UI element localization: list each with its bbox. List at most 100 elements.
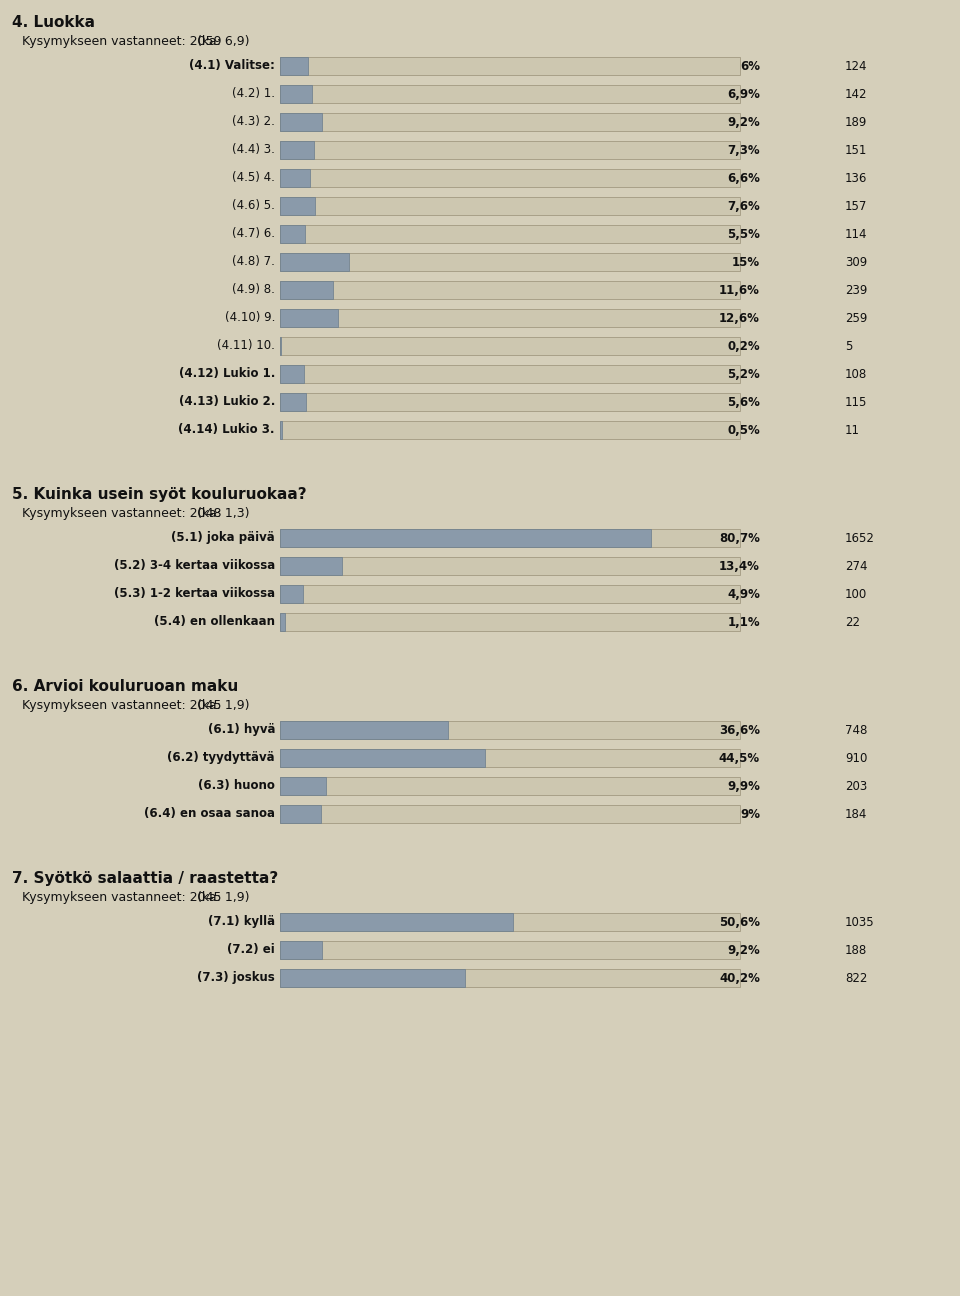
Text: (ka: 1,9): (ka: 1,9) <box>197 699 250 712</box>
Bar <box>280 86 740 102</box>
Bar <box>280 113 323 131</box>
Bar <box>280 912 513 931</box>
Text: 11: 11 <box>845 424 860 437</box>
Text: 6,6%: 6,6% <box>727 171 760 184</box>
Text: 203: 203 <box>845 779 867 792</box>
Text: Kysymykseen vastanneet: 2059: Kysymykseen vastanneet: 2059 <box>22 35 222 48</box>
Text: (5.3) 1-2 kertaa viikossa: (5.3) 1-2 kertaa viikossa <box>114 587 275 600</box>
Bar <box>280 308 338 327</box>
Text: (ka: 1,9): (ka: 1,9) <box>197 892 250 905</box>
Text: 36,6%: 36,6% <box>719 723 760 736</box>
Text: 13,4%: 13,4% <box>719 560 760 573</box>
Bar <box>280 941 323 959</box>
Bar <box>280 281 740 299</box>
Text: (7.3) joskus: (7.3) joskus <box>197 972 275 985</box>
Text: 5. Kuinka usein syöt kouluruokaa?: 5. Kuinka usein syöt kouluruokaa? <box>12 487 306 502</box>
Text: 9,2%: 9,2% <box>728 115 760 128</box>
Text: 7. Syötkö salaattia / raastetta?: 7. Syötkö salaattia / raastetta? <box>12 871 278 886</box>
Text: (4.11) 10.: (4.11) 10. <box>217 340 275 353</box>
Bar <box>280 749 485 767</box>
Bar <box>280 969 465 988</box>
Text: 6%: 6% <box>740 60 760 73</box>
Text: (4.2) 1.: (4.2) 1. <box>232 88 275 101</box>
Text: 108: 108 <box>845 368 867 381</box>
Bar <box>280 308 740 327</box>
Text: 114: 114 <box>845 228 868 241</box>
Text: 115: 115 <box>845 395 868 408</box>
Text: 142: 142 <box>845 88 868 101</box>
Bar <box>280 778 740 794</box>
Bar <box>280 253 349 271</box>
Text: (6.3) huono: (6.3) huono <box>198 779 275 792</box>
Bar <box>280 365 740 384</box>
Bar <box>280 721 740 739</box>
Text: (4.10) 9.: (4.10) 9. <box>225 311 275 324</box>
Text: 80,7%: 80,7% <box>719 531 760 544</box>
Text: 5: 5 <box>845 340 852 353</box>
Bar <box>280 86 312 102</box>
Bar <box>280 969 740 988</box>
Text: 5,5%: 5,5% <box>727 228 760 241</box>
Text: 309: 309 <box>845 255 867 268</box>
Text: 0,2%: 0,2% <box>728 340 760 353</box>
Bar <box>280 529 651 547</box>
Bar <box>280 805 322 823</box>
Text: (5.1) joka päivä: (5.1) joka päivä <box>171 531 275 544</box>
Text: (4.5) 4.: (4.5) 4. <box>232 171 275 184</box>
Bar <box>280 421 740 439</box>
Bar <box>280 721 448 739</box>
Text: (4.8) 7.: (4.8) 7. <box>232 255 275 268</box>
Text: 9,2%: 9,2% <box>728 943 760 956</box>
Bar <box>280 168 740 187</box>
Bar <box>280 529 740 547</box>
Text: (4.13) Lukio 2.: (4.13) Lukio 2. <box>179 395 275 408</box>
Text: 9,9%: 9,9% <box>727 779 760 792</box>
Text: 157: 157 <box>845 200 868 213</box>
Bar <box>280 57 307 75</box>
Text: 0,5%: 0,5% <box>728 424 760 437</box>
Text: 7,3%: 7,3% <box>728 144 760 157</box>
Bar <box>280 393 740 411</box>
Text: (4.1) Valitse:: (4.1) Valitse: <box>189 60 275 73</box>
Text: 1652: 1652 <box>845 531 875 544</box>
Text: 188: 188 <box>845 943 867 956</box>
Text: 9%: 9% <box>740 807 760 820</box>
Bar <box>280 168 310 187</box>
Text: Kysymykseen vastanneet: 2048: Kysymykseen vastanneet: 2048 <box>22 507 222 520</box>
Text: 50,6%: 50,6% <box>719 915 760 928</box>
Text: 748: 748 <box>845 723 868 736</box>
Bar <box>280 57 740 75</box>
Text: 1,1%: 1,1% <box>728 616 760 629</box>
Bar <box>280 613 285 631</box>
Bar <box>280 421 282 439</box>
Text: 40,2%: 40,2% <box>719 972 760 985</box>
Text: (4.4) 3.: (4.4) 3. <box>232 144 275 157</box>
Text: 4,9%: 4,9% <box>727 587 760 600</box>
Text: 7,6%: 7,6% <box>728 200 760 213</box>
Text: 15%: 15% <box>732 255 760 268</box>
Bar <box>280 226 305 244</box>
Text: 12,6%: 12,6% <box>719 311 760 324</box>
Bar <box>280 393 305 411</box>
Text: (7.2) ei: (7.2) ei <box>228 943 275 956</box>
Text: (4.9) 8.: (4.9) 8. <box>232 284 275 297</box>
Text: (4.3) 2.: (4.3) 2. <box>232 115 275 128</box>
Bar <box>280 253 740 271</box>
Text: 4. Luokka: 4. Luokka <box>12 16 95 30</box>
Text: (ka: 1,3): (ka: 1,3) <box>197 507 250 520</box>
Text: (4.7) 6.: (4.7) 6. <box>232 228 275 241</box>
Bar <box>280 197 740 215</box>
Text: 910: 910 <box>845 752 868 765</box>
Text: 184: 184 <box>845 807 868 820</box>
Text: 1035: 1035 <box>845 915 875 928</box>
Text: (4.14) Lukio 3.: (4.14) Lukio 3. <box>179 424 275 437</box>
Text: (5.4) en ollenkaan: (5.4) en ollenkaan <box>154 616 275 629</box>
Bar <box>280 141 314 159</box>
Bar <box>280 584 740 603</box>
Bar <box>280 941 740 959</box>
Text: 151: 151 <box>845 144 868 157</box>
Text: 6. Arvioi kouluruoan maku: 6. Arvioi kouluruoan maku <box>12 679 238 693</box>
Text: (4.6) 5.: (4.6) 5. <box>232 200 275 213</box>
Bar <box>280 365 304 384</box>
Text: 239: 239 <box>845 284 868 297</box>
